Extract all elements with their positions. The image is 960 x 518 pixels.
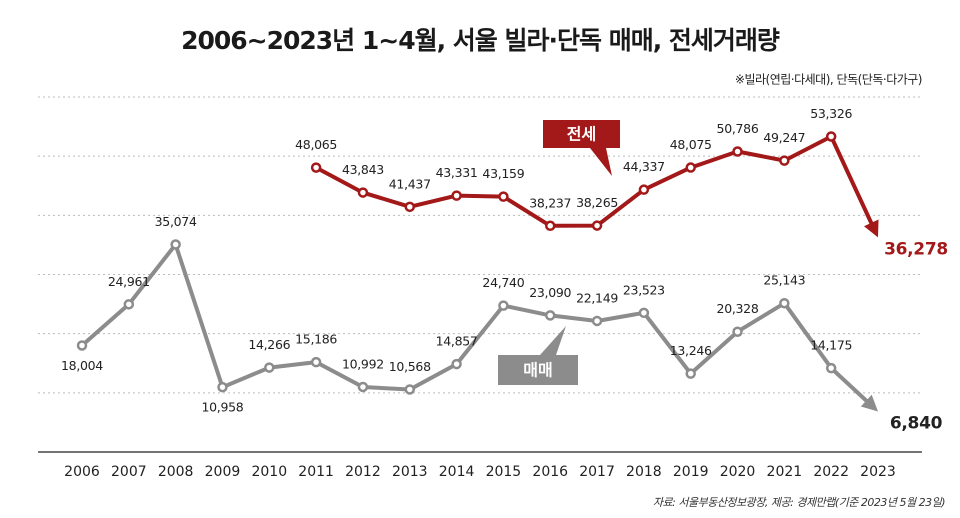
point <box>404 201 416 213</box>
point <box>732 146 743 157</box>
value-label: 50,786 <box>717 121 759 136</box>
point <box>498 191 509 202</box>
x-tick-label: 2007 <box>111 464 147 480</box>
x-tick-label: 2019 <box>673 464 709 480</box>
grid <box>38 96 922 453</box>
value-label: 23,523 <box>623 282 665 297</box>
value-label: 44,337 <box>623 159 665 174</box>
value-label: 23,090 <box>529 285 571 300</box>
arrow-head <box>864 219 879 238</box>
point <box>404 384 416 395</box>
value-label: 22,149 <box>576 290 618 305</box>
value-label: 24,740 <box>482 275 524 290</box>
value-label: 48,065 <box>295 137 337 152</box>
x-tick-label: 2009 <box>205 464 241 480</box>
value-label: 36,278 <box>884 239 948 259</box>
point <box>498 300 509 311</box>
x-tick-label: 2021 <box>767 464 803 480</box>
point <box>825 131 837 142</box>
x-tick-label: 2017 <box>579 464 615 480</box>
x-tick-label: 2022 <box>813 464 849 480</box>
value-label: 25,143 <box>763 273 805 288</box>
x-tick-label: 2014 <box>439 464 475 480</box>
x-tick-label: 2015 <box>486 464 522 480</box>
point <box>451 358 462 370</box>
value-label: 14,266 <box>248 337 290 352</box>
point <box>76 340 88 351</box>
x-tick-label: 2012 <box>345 464 381 480</box>
point <box>779 155 790 166</box>
point <box>544 310 556 321</box>
point <box>732 326 743 337</box>
legend-label: 전세 <box>567 125 596 144</box>
legend-label: 매매 <box>523 361 552 380</box>
x-tick-label: 2018 <box>626 464 662 480</box>
point <box>638 184 650 195</box>
point <box>357 187 369 198</box>
chart-note: ※빌라(연립·다세대), 단독(단독·다가구) <box>735 73 922 87</box>
point <box>591 220 603 231</box>
point <box>357 381 369 393</box>
series-group: 48,065 43,843 41,437 43,331 43,159 38,237 38,2… <box>61 106 948 434</box>
value-label: 43,843 <box>342 162 384 177</box>
point <box>638 307 650 319</box>
point <box>825 362 837 374</box>
value-label: 24,961 <box>108 274 150 289</box>
value-label: 43,159 <box>482 166 524 181</box>
point <box>310 162 322 173</box>
chart-title: 2006~2023년 1~4월, 서울 빌라·단독 매매, 전세거래량 <box>181 26 780 55</box>
value-label: 38,237 <box>529 195 571 210</box>
value-label: 15,186 <box>295 332 337 347</box>
point <box>544 220 556 232</box>
legend-box <box>543 120 620 148</box>
legend-box <box>498 355 578 385</box>
value-label: 14,857 <box>436 334 478 349</box>
point <box>685 368 696 379</box>
x-tick-label: 2013 <box>392 464 428 480</box>
point <box>591 315 603 327</box>
point <box>123 299 135 310</box>
point <box>217 381 228 393</box>
x-tick-label: 2010 <box>251 464 287 480</box>
value-label: 49,247 <box>763 130 805 145</box>
value-label: 53,326 <box>810 106 852 121</box>
value-label: 20,328 <box>717 301 759 316</box>
value-label: 35,074 <box>155 214 197 229</box>
x-tick-label: 2016 <box>532 464 568 480</box>
value-label: 10,992 <box>342 356 384 371</box>
value-label: 10,958 <box>201 400 243 415</box>
point <box>310 356 322 368</box>
value-label: 43,331 <box>436 165 478 180</box>
chart-source: 자료: 서울부동산정보광장, 제공: 경제만랩(기준 2023년 5월 23일) <box>653 496 945 509</box>
x-tick-label: 2008 <box>158 464 194 480</box>
x-tick-label: 2006 <box>64 464 100 480</box>
value-label: 14,175 <box>810 338 852 353</box>
value-label: 38,265 <box>576 195 618 210</box>
point <box>685 162 696 173</box>
value-label: 13,246 <box>670 343 712 358</box>
point <box>170 239 181 250</box>
legend-pointer <box>590 148 612 176</box>
x-tick-label: 2023 <box>860 464 896 480</box>
value-label: 48,075 <box>670 137 712 152</box>
value-label: 6,840 <box>890 414 943 434</box>
x-tick-label: 2020 <box>720 464 756 480</box>
series-line <box>80 242 871 405</box>
point <box>451 190 462 201</box>
value-label: 41,437 <box>389 176 431 191</box>
value-label: 10,568 <box>389 359 431 374</box>
arrow-head <box>860 394 878 412</box>
legend-pointer <box>540 326 566 355</box>
point <box>264 362 275 373</box>
x-tick-label: 2011 <box>298 464 334 480</box>
point <box>779 297 790 309</box>
value-label: 18,004 <box>61 358 103 373</box>
